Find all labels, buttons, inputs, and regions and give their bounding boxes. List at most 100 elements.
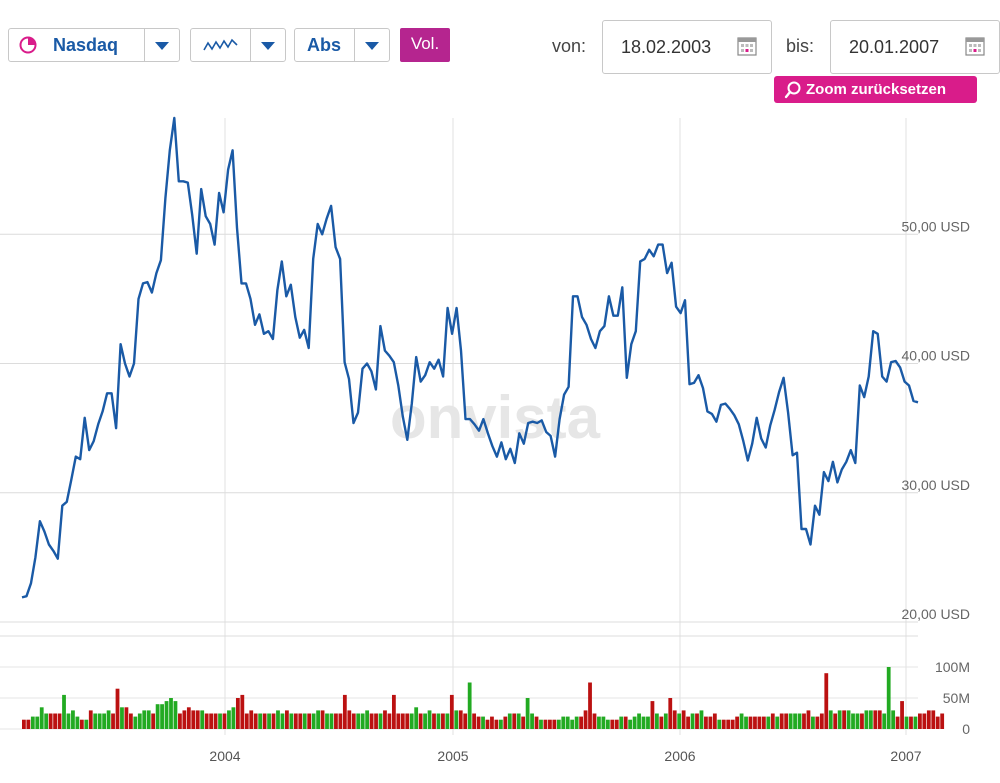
volume-bar xyxy=(485,719,490,729)
volume-bar xyxy=(819,713,824,729)
volume-bar xyxy=(610,719,615,729)
volume-bar xyxy=(873,710,878,729)
volume-bar xyxy=(552,719,557,729)
volume-bar xyxy=(53,713,57,729)
volume-bar xyxy=(365,710,370,729)
volume-bar xyxy=(637,713,641,729)
volume-bar xyxy=(396,713,401,729)
volume-bar xyxy=(717,719,722,729)
volume-bar xyxy=(931,710,936,729)
volume-bar xyxy=(726,719,731,729)
volume-bar xyxy=(93,713,98,729)
exchange-dropdown[interactable]: Nasdaq xyxy=(8,28,180,62)
volume-bar xyxy=(222,713,227,729)
from-date-field[interactable]: 18.02.2003 xyxy=(602,20,772,74)
zoom-icon xyxy=(784,81,801,99)
volume-bar xyxy=(672,710,677,729)
volume-bar xyxy=(842,710,847,729)
volume-bar xyxy=(935,716,940,729)
volume-bar xyxy=(418,713,423,729)
volume-bar xyxy=(534,716,539,729)
volume-bar xyxy=(369,713,374,729)
volume-bar xyxy=(681,710,686,729)
scale-dropdown[interactable]: Abs xyxy=(294,28,390,62)
calendar-icon[interactable] xyxy=(965,36,985,56)
chart-type-dropdown[interactable] xyxy=(190,28,286,62)
volume-bar xyxy=(677,713,682,729)
volume-bar xyxy=(592,713,597,729)
volume-bar xyxy=(178,713,182,729)
volume-bar xyxy=(200,710,205,729)
volume-bar xyxy=(699,710,704,729)
y-tick-label: 20,00 USD xyxy=(902,606,970,622)
volume-bar xyxy=(904,716,909,729)
volume-bar xyxy=(779,713,784,729)
pie-icon xyxy=(19,36,37,54)
volume-bar xyxy=(521,716,526,729)
volume-bar xyxy=(583,710,588,729)
volume-bar xyxy=(57,713,62,729)
y-tick-label: 40,00 USD xyxy=(902,348,970,364)
volume-bar xyxy=(543,719,548,729)
volume-bar xyxy=(387,713,392,729)
volume-bar xyxy=(182,710,187,729)
volume-bar xyxy=(378,713,383,729)
volume-bar xyxy=(311,713,316,729)
x-tick-label: 2007 xyxy=(890,748,921,764)
volume-bar xyxy=(628,719,633,729)
volume-bar xyxy=(30,716,35,729)
volume-bar xyxy=(423,713,427,729)
x-tick-label: 2006 xyxy=(664,748,695,764)
volume-bar xyxy=(71,710,75,729)
volume-bar xyxy=(811,716,815,729)
from-date-value: 18.02.2003 xyxy=(621,37,712,57)
volume-bar xyxy=(864,710,869,729)
price-chart[interactable]: onvista 2004 2005 2006 2007 20,00 USD 30,00 U… xyxy=(0,110,1000,783)
zoom-reset-button[interactable]: Zoom zurücksetzen xyxy=(774,76,977,103)
volume-bar xyxy=(668,698,673,729)
chevron-down-icon[interactable] xyxy=(250,29,285,61)
volume-bar xyxy=(128,713,133,729)
volume-bar xyxy=(106,710,111,729)
volume-bar xyxy=(356,713,361,729)
watermark: onvista xyxy=(390,384,601,451)
volume-bar xyxy=(761,716,766,729)
volume-bar xyxy=(757,716,762,729)
volume-bar xyxy=(895,716,900,729)
volume-bar xyxy=(695,713,699,729)
volume-bar xyxy=(115,688,120,729)
volume-bar xyxy=(454,710,459,729)
chevron-down-icon[interactable] xyxy=(144,29,179,61)
volume-bar xyxy=(347,710,352,729)
volume-bar xyxy=(235,698,240,729)
volume-bar xyxy=(218,713,222,729)
volume-bar xyxy=(84,719,89,729)
volume-bar xyxy=(173,701,178,729)
line-chart-icon xyxy=(203,38,238,51)
to-date-field[interactable]: 20.01.2007 xyxy=(830,20,1000,74)
volume-bar xyxy=(498,719,503,729)
volume-bar xyxy=(414,707,419,729)
x-tick-label: 2005 xyxy=(437,748,468,764)
volume-bar xyxy=(383,710,387,729)
volume-bar xyxy=(400,713,405,729)
chevron-down-icon[interactable] xyxy=(354,29,389,61)
volume-bar xyxy=(721,719,726,729)
volume-toggle-button[interactable]: Vol. xyxy=(400,28,450,62)
volume-bar xyxy=(195,710,200,729)
volume-bar xyxy=(926,710,931,729)
volume-bar xyxy=(213,713,218,729)
volume-bar xyxy=(351,713,356,729)
calendar-icon[interactable] xyxy=(737,36,757,56)
volume-bar xyxy=(66,713,71,729)
volume-bar xyxy=(244,713,249,729)
volume-bar xyxy=(320,710,325,729)
volume-bar xyxy=(432,713,436,729)
y-tick-label: 30,00 USD xyxy=(902,477,970,493)
volume-bar xyxy=(654,713,659,729)
volume-bar xyxy=(463,713,468,729)
volume-bar xyxy=(512,713,517,729)
volume-bar xyxy=(748,716,753,729)
volume-bar xyxy=(690,713,695,729)
volume-bar xyxy=(458,710,463,729)
